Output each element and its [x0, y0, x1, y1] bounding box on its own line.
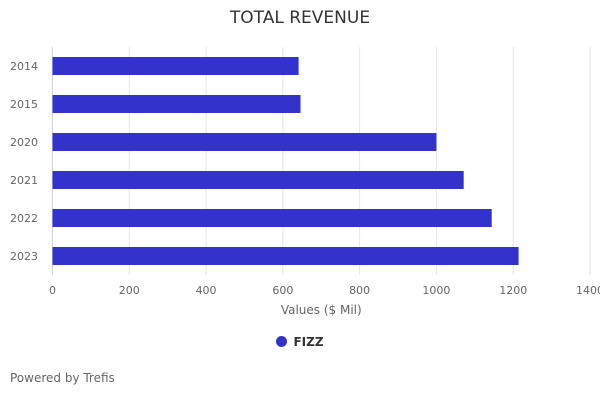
bar	[52, 247, 519, 265]
x-tick-label: 600	[272, 284, 293, 297]
x-tick-label: 1200	[499, 284, 527, 297]
y-tick-label: 2020	[10, 136, 38, 149]
bar	[52, 209, 492, 227]
legend-item[interactable]: FIZZ	[0, 335, 600, 349]
bar	[52, 57, 299, 75]
y-tick-label: 2022	[10, 212, 38, 225]
x-tick-label: 200	[119, 284, 140, 297]
chart-title: TOTAL REVENUE	[229, 8, 371, 28]
legend-marker-icon	[276, 336, 288, 347]
y-tick-label: 2023	[10, 250, 38, 263]
bar	[52, 133, 437, 151]
bar	[52, 95, 301, 113]
bar	[52, 171, 464, 189]
y-tick-label: 2015	[10, 98, 38, 111]
y-tick-label: 2021	[10, 174, 38, 187]
legend-label: FIZZ	[293, 335, 324, 349]
x-axis-label: Values ($ Mil)	[281, 303, 362, 317]
x-tick-label: 0	[49, 284, 56, 297]
credit-text: Powered by Trefis	[10, 371, 115, 385]
x-tick-label: 800	[349, 284, 370, 297]
x-tick-label: 1400	[576, 284, 600, 297]
y-tick-label: 2014	[10, 60, 38, 73]
x-tick-label: 1000	[422, 284, 450, 297]
x-tick-label: 400	[196, 284, 217, 297]
